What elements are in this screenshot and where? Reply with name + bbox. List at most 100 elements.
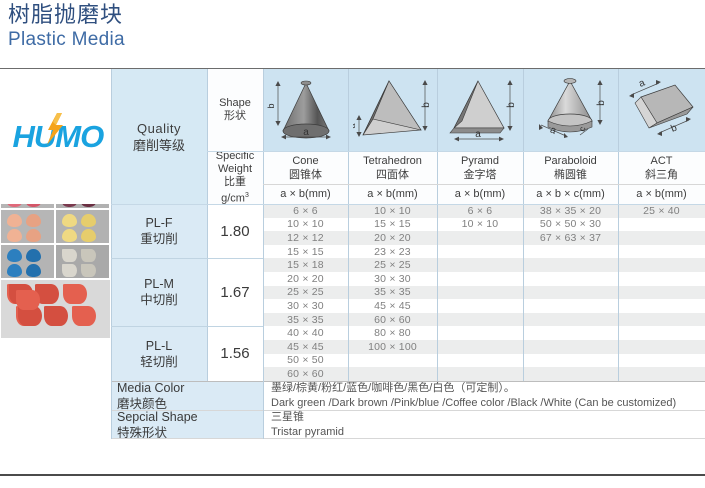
shape-name-cell-2: Pyramd 金字塔: [437, 151, 523, 184]
size-cell-r1-c2: 10 × 10: [437, 217, 523, 232]
shape-unit-4: a × b(mm): [636, 187, 687, 200]
svg-text:b: b: [506, 102, 517, 108]
quality-header-cell: Quality 磨削等级: [111, 69, 207, 204]
shape-name-en-0: Cone: [292, 154, 319, 167]
svg-text:a: a: [637, 77, 647, 89]
size-value: 80 × 80: [374, 327, 411, 340]
specific-weight-value-0: 1.80: [207, 204, 263, 259]
size-cell-r9-c0: 40 × 40: [263, 326, 348, 340]
size-cell-r9-c1: 80 × 80: [348, 326, 437, 340]
spec-table: HUMO Quality 磨削等级 Shape 形状 Specific Weight 比重 g…: [0, 68, 705, 480]
size-cell-r11-c2: [437, 353, 523, 368]
size-value: 6 × 6: [467, 204, 493, 217]
svg-text:b: b: [596, 100, 607, 106]
photo-blue-cones: [1, 245, 54, 278]
shape-name-3: Paraboloid 椭圆锥: [544, 154, 597, 182]
size-cell-r4-c4: [618, 258, 705, 272]
size-cell-r10-c4: [618, 340, 705, 354]
size-value: 10 × 10: [374, 204, 411, 217]
size-value: 50 × 50 × 30: [539, 218, 602, 231]
size-cell-r8-c4: [618, 312, 705, 327]
rule-col-5: [523, 69, 524, 381]
shape-diagram-cell-0: b a: [263, 69, 348, 151]
size-value: 25 × 25: [374, 259, 411, 272]
act-shape-icon: a b: [619, 73, 705, 147]
size-value: 30 × 30: [287, 299, 324, 312]
shape-name-0: Cone 圆锥体: [289, 154, 322, 182]
shape-name-cell-4: ACT 斜三角: [618, 151, 705, 184]
product-piece: [81, 249, 96, 262]
size-cell-r11-c4: [618, 353, 705, 368]
size-cell-r1-c1: 15 × 15: [348, 217, 437, 232]
footer-label-1: Sepcial Shape 特殊形状: [111, 410, 263, 440]
shape-diagram-cell-1: b a: [348, 69, 437, 151]
size-cell-r9-c3: [523, 326, 618, 340]
grade-group-PL-L: PL-L 轻切削: [111, 326, 207, 381]
size-cell-r2-c0: 12 × 12: [263, 231, 348, 245]
shape-unit-3: a × b × c(mm): [536, 187, 605, 200]
shape-diagram-cell-4: a b: [618, 69, 705, 151]
rule-left-edge: [111, 69, 112, 439]
shape-unit-cell-3: a × b × c(mm): [523, 184, 618, 204]
size-cell-r1-c0: 10 × 10: [263, 217, 348, 232]
size-value: 45 × 45: [374, 299, 411, 312]
size-value: 23 × 23: [374, 245, 411, 258]
product-piece: [62, 214, 77, 227]
rule-header-bottom: [111, 204, 705, 205]
size-cell-r0-c1: 10 × 10: [348, 204, 437, 218]
shape-name-cn-4: 斜三角: [645, 168, 678, 181]
size-cell-r4-c0: 15 × 18: [263, 258, 348, 272]
shape-unit-1: a × b(mm): [367, 187, 418, 200]
size-value: 50 × 50: [287, 354, 324, 367]
grade-group-PL-F: PL-F 重切削: [111, 204, 207, 259]
grade-code-0: PL-F: [145, 216, 173, 231]
footer-value-cn-0: 墨绿/棕黄/粉红/蓝色/咖啡色/黑色/白色（可定制）。: [271, 381, 515, 394]
size-value: 30 × 30: [374, 272, 411, 285]
size-cell-r11-c1: [348, 353, 437, 368]
specific-weight-line1: Specific: [215, 149, 255, 162]
footer-value-0: 墨绿/棕黄/粉红/蓝色/咖啡色/黑色/白色（可定制）。 Dark green /D…: [263, 380, 705, 411]
size-value: 12 × 12: [287, 231, 324, 244]
grade-code-1: PL-M: [144, 277, 174, 292]
photo-yellow-cones: [56, 210, 109, 243]
brand-logo-text: HUMO: [12, 118, 105, 154]
size-value: 100 × 100: [368, 340, 417, 353]
size-value: 6 × 6: [293, 204, 318, 217]
tetrahedron-shape-icon: b a: [353, 73, 433, 147]
size-value: 38 × 35 × 20: [539, 204, 602, 217]
cone-shape-icon: b a: [267, 73, 345, 147]
shape-name-en-4: ACT: [650, 154, 673, 167]
shape-unit-2: a × b(mm): [454, 187, 506, 200]
shape-name-cn-1: 四面体: [376, 168, 409, 181]
rule-col-2: [263, 69, 264, 381]
size-cell-r6-c4: [618, 285, 705, 300]
specific-weight-number-2: 1.56: [220, 345, 250, 363]
size-cell-r11-c0: 50 × 50: [263, 353, 348, 368]
size-cell-r6-c3: [523, 285, 618, 300]
size-cell-r1-c3: 50 × 50 × 30: [523, 217, 618, 232]
footer-label-en-0: Media Color: [117, 380, 185, 395]
product-piece: [7, 264, 22, 277]
specific-weight-value-2: 1.56: [207, 326, 263, 381]
specific-weight-label: Specific Weight 比重 g/cm3: [216, 150, 255, 206]
size-cell-r6-c2: [437, 285, 523, 300]
size-cell-r2-c3: 67 × 63 × 37: [523, 231, 618, 245]
rule-col-4: [437, 69, 438, 381]
svg-text:b: b: [267, 103, 276, 108]
size-value: 35 × 35: [287, 313, 324, 326]
product-piece: [16, 290, 40, 310]
rule-shape-name: [207, 151, 705, 152]
shape-unit-0: a × b(mm): [280, 187, 331, 200]
specific-weight-number-0: 1.80: [220, 222, 250, 240]
quality-label: Quality 磨削等级: [133, 120, 185, 154]
product-piece: [26, 214, 41, 227]
brand-logo: HUMO: [0, 69, 111, 204]
size-cell-r8-c1: 60 × 60: [348, 312, 437, 327]
page-title: 树脂抛磨块 Plastic Media: [8, 2, 408, 52]
size-cell-r6-c0: 25 × 25: [263, 285, 348, 300]
size-value: 10 × 10: [461, 218, 499, 231]
size-cell-r3-c4: [618, 244, 705, 259]
product-piece: [7, 249, 22, 262]
svg-text:b: b: [421, 102, 432, 108]
size-value: 15 × 15: [374, 218, 411, 231]
